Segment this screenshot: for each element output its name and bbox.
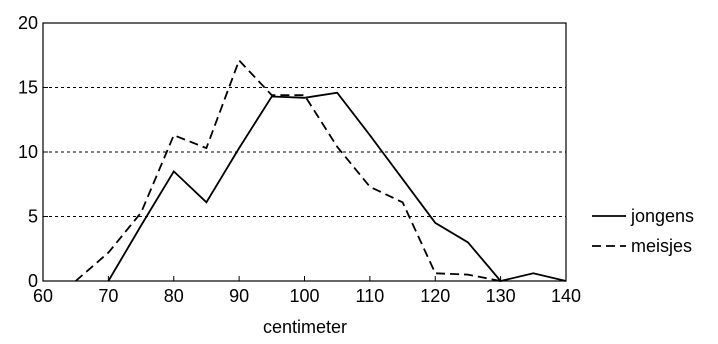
legend: jongens meisjes [592, 206, 694, 256]
y-tick-label-0: 0 [28, 271, 38, 291]
series-lines [75, 58, 567, 283]
legend-label-jongens: jongens [630, 206, 694, 226]
y-tick-label-10: 10 [18, 142, 38, 162]
legend-item-meisjes: meisjes [592, 236, 692, 256]
x-tick-label-140: 140 [551, 286, 581, 306]
axis-ticks: 60 70 80 90 100 110 120 130 140 0 5 10 15 20 [18, 13, 581, 306]
x-tick-label-90: 90 [229, 286, 249, 306]
grid-lines [43, 87, 566, 217]
x-tick-label-100: 100 [289, 286, 319, 306]
y-tick-label-5: 5 [28, 207, 38, 227]
legend-item-jongens: jongens [592, 206, 694, 226]
x-tick-label-80: 80 [164, 286, 184, 306]
x-axis-label: centimeter [263, 317, 347, 337]
series-line-jongens [107, 91, 567, 283]
legend-label-meisjes: meisjes [631, 236, 692, 256]
y-tick-label-15: 15 [18, 78, 38, 98]
x-tick-label-130: 130 [486, 286, 516, 306]
x-tick-label-120: 120 [420, 286, 450, 306]
y-tick-label-20: 20 [18, 13, 38, 33]
series-line-meisjes [75, 58, 501, 282]
x-tick-label-110: 110 [356, 286, 385, 306]
x-tick-label-60: 60 [33, 286, 53, 306]
x-tick-label-70: 70 [98, 286, 118, 306]
